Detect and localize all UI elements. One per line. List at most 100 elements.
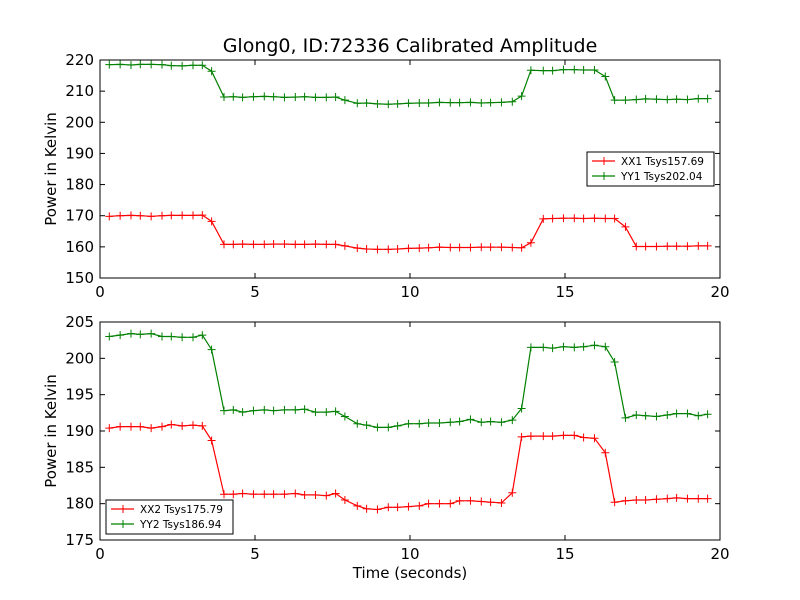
x-tick-label: 15 (555, 283, 574, 301)
data-point (621, 413, 630, 422)
data-point (105, 212, 114, 221)
data-point (404, 502, 413, 511)
data-point (116, 422, 125, 431)
data-point (147, 60, 156, 69)
data-point (189, 61, 197, 70)
x-tick-label: 20 (710, 545, 729, 563)
data-point (127, 329, 135, 338)
data-point (353, 99, 362, 108)
data-point (362, 245, 371, 254)
data-point (455, 496, 464, 505)
data-point (559, 431, 568, 440)
data-point (384, 100, 393, 109)
data-point (632, 411, 641, 420)
legend: XX1 Tsys157.69 YY1 Tsys202.04 (586, 151, 715, 187)
data-point (694, 411, 703, 420)
data-point (559, 342, 568, 351)
data-point (229, 405, 238, 414)
data-point (291, 93, 300, 102)
x-tick-label: 0 (95, 283, 105, 301)
y-tick-label: 160 (65, 238, 94, 256)
data-point (189, 211, 197, 220)
data-point (435, 98, 444, 107)
y-tick-label: 190 (65, 144, 94, 162)
data-point (610, 214, 619, 223)
data-point (570, 65, 579, 74)
data-point (220, 490, 228, 499)
data-point (404, 244, 413, 253)
data-point (579, 433, 588, 442)
data-point (446, 243, 455, 252)
data-point (167, 420, 176, 429)
data-point (127, 422, 135, 431)
data-point (260, 405, 269, 414)
data-point (249, 240, 258, 249)
data-point (703, 94, 712, 103)
data-point (198, 211, 207, 220)
data-point (322, 93, 331, 102)
data-point (207, 345, 216, 354)
data-point (517, 92, 526, 101)
data-point (435, 243, 444, 252)
data-point (486, 243, 495, 252)
y-tick-label: 180 (65, 176, 94, 194)
data-point (559, 214, 568, 223)
data-point (238, 408, 247, 417)
data-point (590, 65, 599, 74)
data-point (415, 98, 424, 107)
y-tick-label: 200 (65, 113, 94, 131)
data-point (641, 496, 650, 505)
data-point (517, 432, 526, 441)
data-point (539, 214, 548, 223)
data-point (384, 423, 393, 432)
y-tick-label: 175 (65, 531, 94, 549)
x-tick-label: 10 (400, 545, 419, 563)
data-point (269, 240, 278, 249)
data-point (291, 489, 300, 498)
x-tick-label: 10 (400, 283, 419, 301)
data-point (340, 96, 349, 105)
data-point (477, 497, 486, 506)
data-point (548, 66, 557, 75)
data-point (331, 489, 340, 498)
data-point (652, 412, 661, 421)
data-point (238, 240, 247, 249)
data-point (238, 489, 247, 498)
data-point (353, 419, 362, 428)
data-point (322, 240, 331, 249)
data-point (486, 417, 495, 426)
data-point (539, 66, 548, 75)
data-point (362, 98, 371, 107)
data-point (652, 95, 661, 104)
data-point (508, 243, 517, 252)
data-point (517, 404, 526, 413)
data-point (269, 92, 278, 101)
data-point (353, 244, 362, 253)
data-point (291, 240, 300, 249)
data-point (497, 98, 506, 107)
legend-marker (119, 520, 127, 528)
data-point (621, 222, 630, 231)
data-point (570, 431, 579, 440)
data-point (590, 434, 599, 443)
data-point (291, 405, 300, 414)
data-point (311, 240, 320, 249)
y-tick-label: 150 (65, 269, 94, 287)
y-tick-label: 180 (65, 495, 94, 513)
data-point (683, 494, 692, 503)
data-point (455, 243, 464, 252)
data-point (373, 423, 382, 432)
data-point (497, 498, 506, 507)
data-point (238, 93, 247, 102)
data-point (220, 406, 228, 415)
data-point (260, 92, 269, 101)
y-tick-label: 205 (65, 313, 94, 331)
x-tick-label: 15 (555, 545, 574, 563)
data-point (466, 98, 475, 107)
data-point (300, 490, 309, 499)
data-point (393, 503, 402, 512)
data-point (570, 343, 579, 352)
series-line-1 (109, 423, 708, 511)
data-point (694, 494, 703, 503)
data-point (477, 418, 486, 427)
